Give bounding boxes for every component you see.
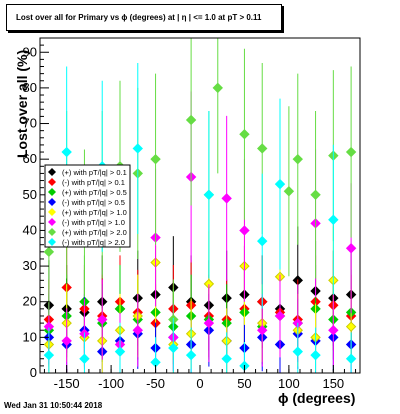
- data-point: [345, 321, 357, 332]
- data-point: [292, 153, 303, 165]
- legend-marker: [48, 228, 56, 236]
- data-point: [221, 193, 232, 204]
- y-tick-label: 40: [23, 222, 37, 237]
- y-tick-label: 30: [23, 258, 37, 273]
- legend-label: (-) with pT/|q| > 0.1: [62, 178, 125, 187]
- legend-box: [44, 164, 131, 248]
- data-point: [328, 214, 339, 225]
- legend-marker: [48, 198, 56, 206]
- legend: (+) with pT/|q| > 0.1(-) with pT/|q| > 0…: [44, 164, 131, 248]
- data-point: [43, 246, 55, 258]
- y-tick-label: 10: [23, 329, 37, 344]
- data-point: [283, 186, 295, 197]
- data-point: [132, 143, 143, 154]
- data-point: [79, 353, 90, 364]
- legend-marker: [48, 218, 56, 226]
- data-point: [212, 82, 223, 94]
- data-point: [345, 353, 357, 364]
- data-point: [61, 146, 72, 158]
- data-point: [292, 346, 303, 357]
- data-point: [168, 342, 179, 354]
- data-point: [274, 310, 286, 322]
- y-tick-label: 70: [23, 116, 37, 131]
- y-axis-label: Lost over all (%): [14, 49, 30, 158]
- x-tick-label: 150: [322, 376, 344, 391]
- legend-marker: [48, 238, 56, 246]
- data-point: [239, 129, 250, 140]
- legend-marker: [48, 188, 56, 196]
- data-point: [328, 325, 339, 336]
- y-tick-label: 90: [23, 44, 37, 59]
- data-point: [185, 349, 197, 361]
- data-point: [257, 235, 268, 247]
- data-point: [345, 146, 357, 158]
- legend-label: (-) with pT/|q| > 2.0: [62, 238, 125, 247]
- x-tick-label: 0: [196, 376, 203, 391]
- chart-title: Lost over all for Primary vs ϕ (degrees)…: [6, 4, 282, 31]
- data-point: [203, 317, 215, 329]
- x-tick-label: 100: [278, 376, 300, 391]
- x-tick-label: 50: [237, 376, 251, 391]
- data-point: [221, 353, 232, 364]
- legend-label: (+) with pT/|q| > 1.0: [62, 208, 127, 217]
- data-point: [239, 225, 250, 236]
- data-point: [274, 178, 286, 190]
- y-tick-label: 20: [23, 294, 37, 309]
- legend-label: (-) with pT/|q| > 1.0: [62, 218, 125, 227]
- data-point: [185, 114, 197, 126]
- legend-marker: [48, 208, 56, 216]
- data-point: [132, 325, 143, 336]
- data-point: [257, 325, 268, 336]
- data-point: [345, 243, 357, 254]
- footer-timestamp: Wed Jan 31 10:50:44 2018: [4, 401, 103, 410]
- data-point: [97, 314, 108, 325]
- data-point: [43, 349, 55, 361]
- data-point: [310, 349, 321, 361]
- legend-label: (+) with pT/|q| > 2.0: [62, 228, 127, 237]
- x-axis-label: ϕ (degrees): [278, 390, 356, 406]
- data-point: [203, 189, 215, 201]
- x-tick-label: -50: [146, 376, 165, 391]
- data-point: [310, 189, 321, 201]
- y-tick-label: 0: [30, 365, 37, 380]
- legend-label: (+) with pT/|q| > 0.1: [62, 168, 127, 177]
- data-point: [61, 335, 72, 347]
- data-point: [150, 153, 161, 165]
- legend-label: (-) with pT/|q| > 0.5: [62, 198, 125, 207]
- legend-marker: [48, 168, 56, 176]
- legend-label: (+) with pT/|q| > 0.5: [62, 188, 127, 197]
- data-point: [114, 346, 126, 357]
- x-tick-label: -150: [54, 376, 80, 391]
- y-tick-label: 60: [23, 151, 37, 166]
- data-point: [257, 143, 268, 154]
- x-tick-label: -100: [98, 376, 124, 391]
- y-tick-label: 50: [23, 187, 37, 202]
- legend-marker: [48, 178, 56, 186]
- y-tick-label: 80: [23, 80, 37, 95]
